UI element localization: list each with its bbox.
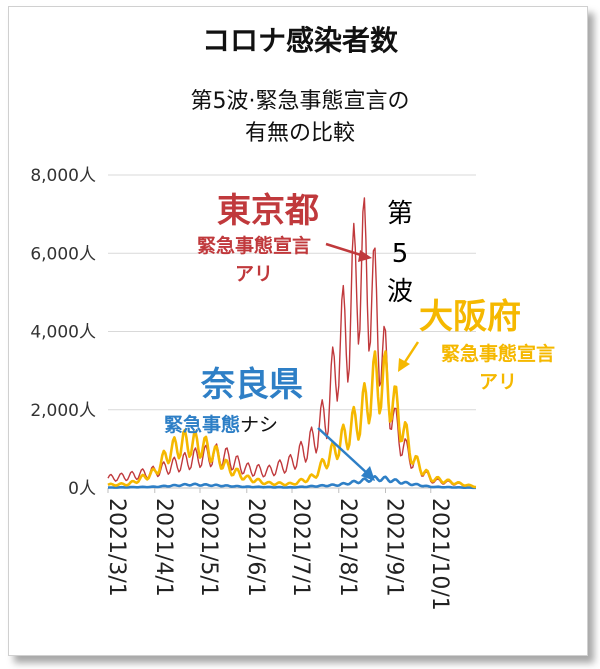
nara-note-bold: 緊急事態 [164,413,240,436]
x-tick-label: 2021/6/1 [243,498,268,597]
x-tick-label: 2021/4/1 [151,498,176,597]
tokyo-arrow-head [358,250,372,262]
tokyo-label: 東京都 [217,191,319,231]
nara-note-plain: ナシ [240,414,278,436]
series-line-nara [107,475,476,490]
y-tick-label: 6,000人 [30,244,96,264]
x-tick-label: 2021/9/1 [382,498,407,597]
osaka-arrow [401,341,420,366]
nara-note: 緊急事態ナシ [164,413,278,436]
x-tick-label: 2021/10/1 [427,498,452,611]
x-tick-label: 2021/5/1 [196,498,221,597]
series-line-osaka [107,350,477,489]
wave-label-1: 第 [387,199,413,229]
osaka-arrow-head [398,358,410,372]
nara-arrow-head [361,466,375,481]
chart-subtitle-line-2: 有無の比較 [245,121,355,146]
x-axis-ticks: 2021/3/1 2021/4/1 2021/5/1 2021/6/1 2021/7/1… [104,488,452,611]
osaka-label: 大阪府 [419,297,521,337]
tokyo-arrow [325,242,365,258]
x-tick-label: 2021/3/1 [104,498,129,597]
wave-label-2: 5 [392,239,409,269]
x-tick-label: 2021/8/1 [335,498,360,597]
chart-subtitle-line-1: 第5波·緊急事態宣言の [191,89,410,114]
x-tick-label: 2021/7/1 [288,498,313,597]
wave-label-3: 波 [387,277,413,307]
y-axis-ticks: 0人 2,000人 4,000人 6,000人 8,000人 [30,166,96,499]
tokyo-note-line-1: 緊急事態宣言 [197,234,311,257]
nara-arrow [317,427,369,475]
y-tick-label: 8,000人 [30,166,96,186]
osaka-note-line-1: 緊急事態宣言 [441,342,555,365]
tokyo-note-line-2: アリ [235,263,273,285]
chart-title: コロナ感染者数 [202,24,399,57]
y-tick-label: 0人 [68,479,96,499]
y-tick-label: 2,000人 [30,401,96,421]
y-tick-label: 4,000人 [30,323,96,343]
nara-label: 奈良県 [200,365,303,405]
osaka-note-line-2: アリ [479,371,517,393]
gridlines [108,174,476,489]
series-lines [107,197,477,490]
